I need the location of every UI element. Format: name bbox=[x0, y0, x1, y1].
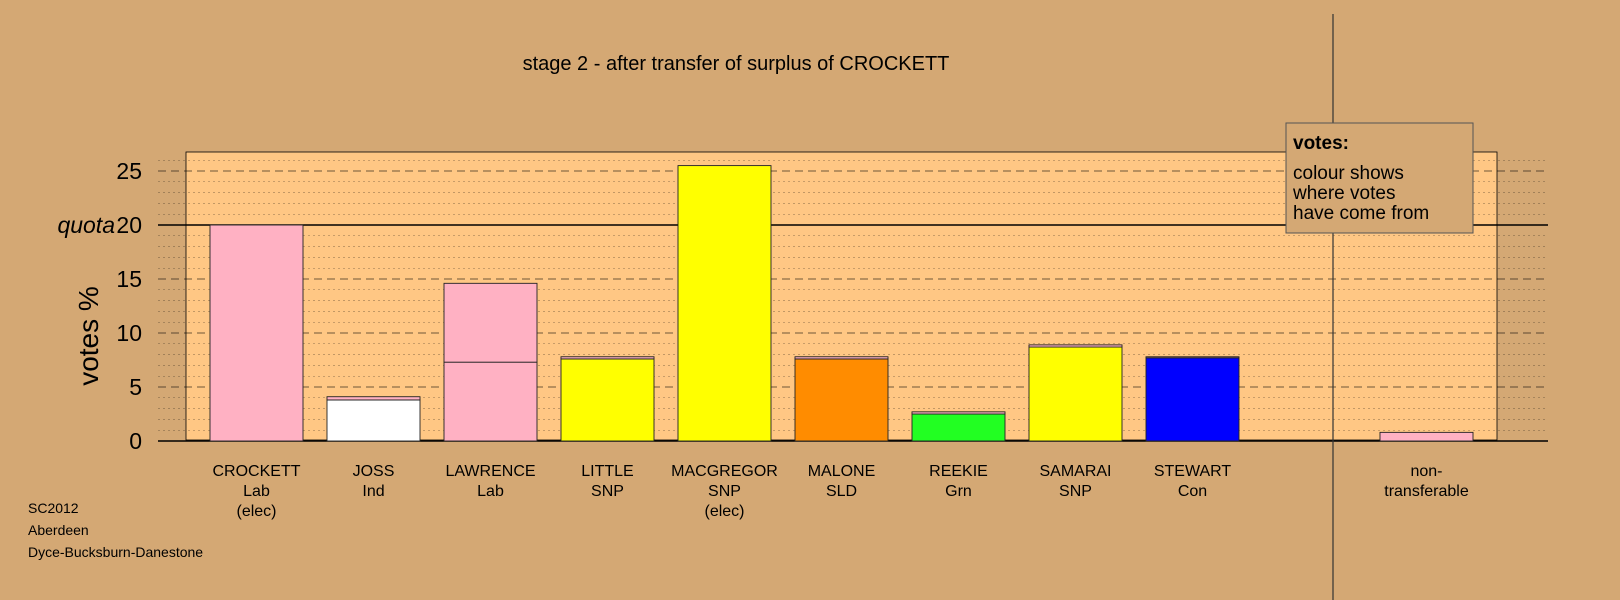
x-tick-party: SNP bbox=[708, 483, 741, 500]
legend: votes: colour shows where votes have com… bbox=[1285, 122, 1474, 234]
x-tick-party: SLD bbox=[826, 483, 857, 500]
y-tick-label: 5 bbox=[129, 374, 142, 400]
y-axis-label: votes % bbox=[73, 286, 104, 386]
x-tick-party: SNP bbox=[591, 483, 624, 500]
y-tick-label: 25 bbox=[116, 158, 142, 184]
bar-segment bbox=[1145, 356, 1240, 359]
x-tick-label: STEWART bbox=[1154, 463, 1232, 480]
x-tick-label: transferable bbox=[1384, 483, 1469, 500]
bar-segment bbox=[326, 399, 421, 442]
x-tick-label: MALONE bbox=[808, 463, 876, 480]
bar-segment bbox=[560, 356, 655, 360]
bar-segment bbox=[677, 165, 772, 442]
bar-segment bbox=[443, 282, 538, 363]
bar-segment bbox=[443, 361, 538, 442]
bar-segment bbox=[209, 224, 304, 442]
footer-election: SC2012 bbox=[28, 500, 79, 516]
bar-segment bbox=[794, 356, 889, 360]
x-tick-label: JOSS bbox=[353, 463, 395, 480]
quota-label: quota bbox=[57, 212, 115, 238]
x-tick-party: SNP bbox=[1059, 483, 1092, 500]
chart-title: stage 2 - after transfer of surplus of C… bbox=[523, 53, 950, 75]
legend-box bbox=[1285, 122, 1474, 234]
x-tick-label: LAWRENCE bbox=[445, 463, 535, 480]
x-tick-label: CROCKETT bbox=[213, 463, 301, 480]
legend-title: votes: bbox=[1293, 133, 1349, 154]
x-tick-status: (elec) bbox=[704, 503, 744, 520]
legend-line-3: have come from bbox=[1293, 203, 1429, 224]
x-tick-label: LITTLE bbox=[581, 463, 633, 480]
x-tick-party: Ind bbox=[362, 483, 384, 500]
y-tick-label: 10 bbox=[116, 320, 142, 346]
footer-council: Aberdeen bbox=[28, 522, 89, 538]
x-tick-label: SAMARAI bbox=[1039, 463, 1111, 480]
bar-segment bbox=[911, 413, 1006, 442]
bar-segment bbox=[560, 358, 655, 442]
bar-segment bbox=[1145, 357, 1240, 442]
x-tick-status: (elec) bbox=[236, 503, 276, 520]
footer-ward: Dyce-Bucksburn-Danestone bbox=[28, 544, 204, 560]
legend-line-1: colour shows bbox=[1293, 163, 1404, 184]
y-tick-label: 20 bbox=[116, 212, 142, 238]
x-tick-label: non- bbox=[1410, 463, 1442, 480]
bar-segment bbox=[911, 411, 1006, 415]
x-tick-party: Con bbox=[1178, 483, 1207, 500]
bar-segment bbox=[794, 358, 889, 442]
y-axis-ticks: 0 5 10 15 20 25 bbox=[116, 158, 142, 454]
bar-segment bbox=[326, 396, 421, 401]
y-tick-label: 15 bbox=[116, 266, 142, 292]
x-tick-party: Lab bbox=[477, 483, 504, 500]
x-axis-labels: CROCKETT Lab (elec) JOSS Ind LAWRENCE Lab LITTL… bbox=[213, 463, 1469, 520]
x-tick-party: Lab bbox=[243, 483, 270, 500]
x-tick-party: Grn bbox=[945, 483, 972, 500]
legend-line-2: where votes bbox=[1292, 183, 1395, 204]
bars-group bbox=[209, 165, 1474, 442]
bar-segment bbox=[1028, 346, 1123, 442]
x-tick-label: MACGREGOR bbox=[671, 463, 778, 480]
bar-segment bbox=[1028, 344, 1123, 348]
bar-segment bbox=[1379, 431, 1474, 442]
y-tick-label: 0 bbox=[129, 428, 142, 454]
x-tick-label: REEKIE bbox=[929, 463, 988, 480]
